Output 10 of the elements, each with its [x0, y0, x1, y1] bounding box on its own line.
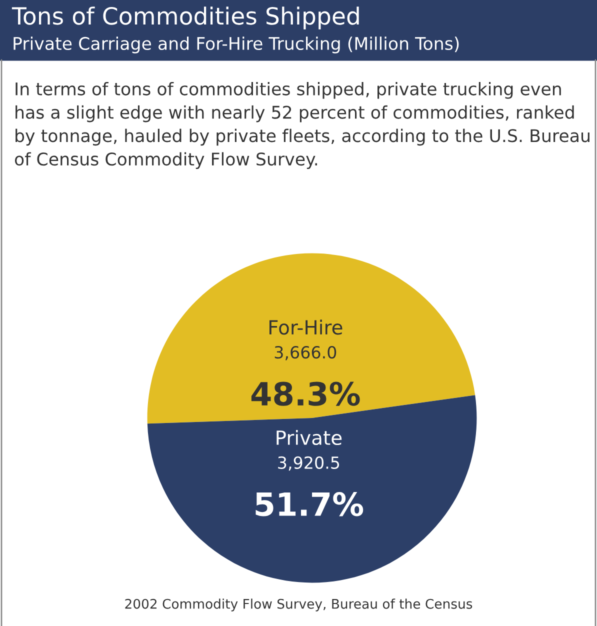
text: 48.3% — [251, 382, 360, 406]
chart-title: Tons of Commodities Shipped — [12, 6, 359, 30]
text: 2002 Commodity Flow Survey, Bureau of the Census — [125, 598, 472, 612]
data-label: 3,666.0 — [274, 346, 336, 360]
slice-label: For-Hire — [269, 320, 342, 335]
chart-subtitle: Private Carriage and For-Hire Trucking (Million Tons) — [14, 36, 459, 54]
slice-label: Private — [276, 430, 342, 446]
text: In terms of tons of commodities shipped, private trucking even has a slight edge with nearly 52 percent of commodities, ranked by tonnage, hauled by private fleets, according to the U.S. Bureau of Census Commodity Flow Survey. — [14, 82, 590, 169]
data-label: 3,920.5 — [278, 456, 340, 471]
text: 51.7% — [256, 492, 364, 516]
